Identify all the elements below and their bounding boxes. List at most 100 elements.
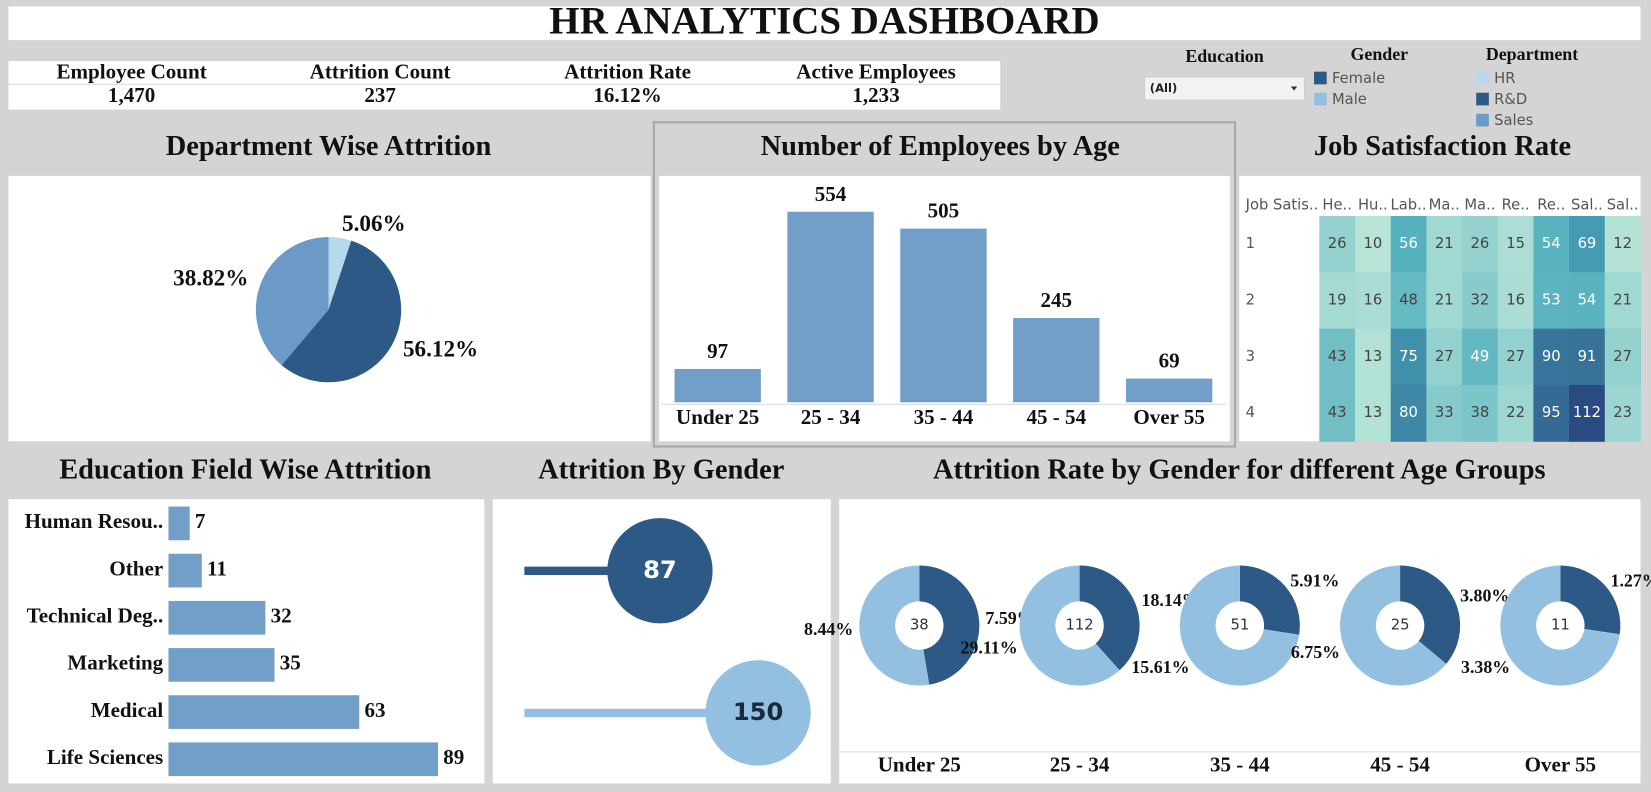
bar	[168, 695, 360, 729]
kpi-label: Attrition Count	[310, 60, 451, 84]
data-label: 11	[207, 556, 227, 580]
data-label: 554	[815, 182, 847, 206]
center-label: 51	[1230, 617, 1249, 634]
row-label: 2	[1246, 291, 1255, 308]
heat-cell	[1569, 328, 1606, 386]
data-label: 6.75%	[1291, 642, 1340, 662]
y-tick-label: Human Resou..	[25, 509, 164, 533]
data-label: 3.80%	[1460, 585, 1509, 605]
cell-label: 21	[1613, 291, 1632, 308]
column-label: Sal..	[1571, 196, 1603, 213]
data-label: 63	[365, 698, 386, 722]
y-tick-label: Technical Deg..	[27, 604, 164, 628]
legend-swatch	[1476, 113, 1489, 127]
cell-label: 26	[1471, 235, 1490, 252]
heat-cell	[1319, 215, 1356, 273]
bar	[168, 506, 190, 541]
x-tick-label: 35 - 44	[1210, 752, 1270, 776]
heat-cell	[1355, 384, 1392, 442]
bar	[900, 228, 987, 403]
kpi-value: 1,470	[108, 83, 155, 107]
heat-cell	[1390, 328, 1427, 386]
legend-title: Gender	[1351, 44, 1409, 64]
chart-title: Number of Employees by Age	[761, 131, 1120, 162]
cell-label: 112	[1573, 404, 1601, 421]
data-label: 35	[280, 651, 301, 675]
cell-label: 80	[1399, 404, 1418, 421]
kpi-label: Employee Count	[56, 60, 206, 84]
chart-title: Attrition By Gender	[538, 454, 784, 485]
x-tick-label: Over 55	[1133, 405, 1205, 429]
legend-label: R&D	[1494, 91, 1527, 108]
cell-label: 32	[1471, 291, 1490, 308]
bar	[168, 648, 275, 682]
data-label: 15.61%	[1131, 657, 1189, 677]
heat-cell	[1497, 328, 1534, 386]
data-label: 69	[1159, 349, 1180, 373]
heat-cell	[1533, 328, 1570, 386]
donut-slice	[1400, 565, 1461, 664]
heat-cell	[1462, 384, 1499, 442]
column-label: Hu..	[1358, 196, 1388, 213]
heat-cell	[1569, 215, 1606, 273]
cell-label: 12	[1613, 235, 1632, 252]
heat-cell	[1533, 272, 1570, 330]
heat-cell	[1497, 384, 1534, 442]
donut-slice	[1079, 565, 1140, 671]
heat-cell	[1604, 384, 1641, 442]
legend-swatch	[1314, 92, 1327, 106]
heat-cell	[1462, 328, 1499, 386]
pie-slice	[255, 237, 329, 366]
y-tick-label: Marketing	[67, 651, 163, 675]
heat-cell	[1319, 328, 1356, 386]
cell-label: 95	[1542, 404, 1561, 421]
heat-cell	[1604, 215, 1641, 273]
cell-label: 49	[1471, 348, 1490, 365]
column-label: He..	[1322, 196, 1352, 213]
heat-cell	[1355, 272, 1392, 330]
y-tick-label: Life Sciences	[47, 745, 163, 769]
center-label: 38	[910, 617, 929, 634]
heat-cell	[1604, 328, 1641, 386]
dropdown-value[interactable]: (All)	[1150, 81, 1177, 95]
pie-slice	[281, 240, 402, 383]
cell-label: 33	[1435, 404, 1454, 421]
x-tick-label: Under 25	[676, 405, 759, 429]
donut-slice	[1179, 565, 1300, 686]
donut-slice	[1239, 565, 1300, 635]
column-label: Ma..	[1429, 196, 1460, 213]
cell-label: 16	[1506, 291, 1525, 308]
lollipop-head	[705, 660, 811, 766]
cell-label: 16	[1363, 291, 1382, 308]
heat-cell	[1390, 384, 1427, 442]
data-label: 32	[271, 604, 292, 628]
lollipop-head	[607, 518, 713, 624]
column-label: Re..	[1502, 196, 1530, 213]
column-label: Re..	[1537, 196, 1565, 213]
donut-slice	[859, 565, 930, 686]
data-label: 5.91%	[1290, 571, 1339, 591]
heat-cell	[1426, 272, 1463, 330]
heat-cell	[1319, 384, 1356, 442]
heat-cell	[1569, 272, 1606, 330]
data-label: 56.12%	[403, 337, 478, 363]
heat-cell	[1426, 384, 1463, 442]
legend-swatch	[1476, 92, 1489, 106]
cell-label: 43	[1328, 404, 1347, 421]
data-label: 150	[733, 698, 784, 726]
heat-cell	[1604, 272, 1641, 330]
bar	[787, 211, 874, 403]
heat-cell	[1462, 272, 1499, 330]
data-label: 3.38%	[1461, 657, 1510, 677]
legend-label: Male	[1332, 91, 1367, 108]
heat-cell	[1355, 215, 1392, 273]
x-tick-label: 45 - 54	[1026, 405, 1086, 429]
cell-label: 43	[1328, 348, 1347, 365]
cell-label: 10	[1363, 235, 1382, 252]
filter-label: Education	[1185, 46, 1264, 66]
cell-label: 19	[1328, 291, 1347, 308]
y-tick-label: Other	[109, 556, 163, 580]
dropdown[interactable]	[1144, 76, 1306, 101]
data-label: 97	[707, 339, 729, 363]
